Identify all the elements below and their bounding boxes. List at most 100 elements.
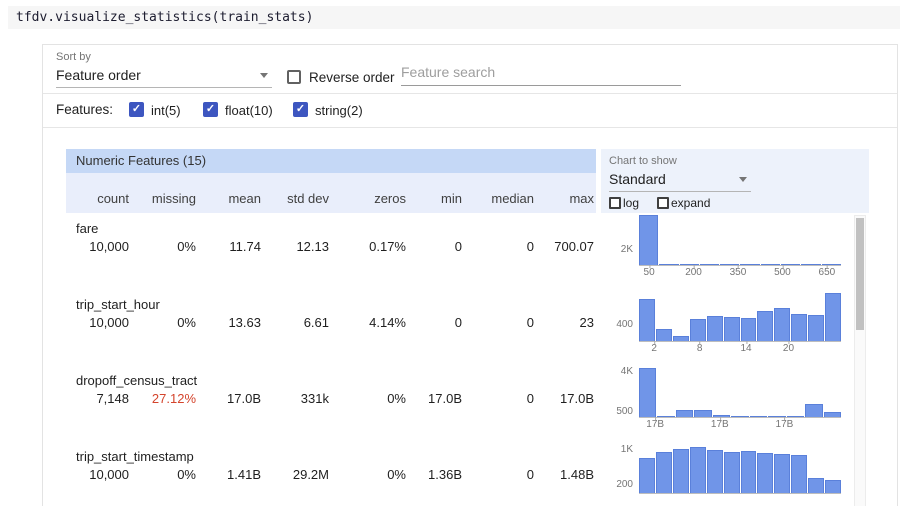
x-tick-label: 200 — [685, 265, 702, 278]
histogram-plot — [639, 443, 842, 494]
table-row: fare 10,000 0% 11.74 12.13 0.17% 0 0 700… — [66, 213, 596, 289]
feature-name: dropoff_census_tract — [76, 373, 198, 388]
reverse-order-checkbox[interactable] — [287, 70, 301, 84]
histogram-bar — [757, 452, 774, 493]
histogram-bar — [723, 317, 740, 341]
cell-min: 0 — [454, 239, 462, 254]
statistics-widget: Sort by Feature order Reverse order Feat… — [42, 44, 898, 506]
cell-max: 23 — [579, 315, 594, 330]
x-tick-label: 2 — [651, 341, 657, 354]
cell-zeros: 0% — [387, 467, 406, 482]
cell-count: 10,000 — [89, 467, 129, 482]
cell-stddev: 6.61 — [303, 315, 329, 330]
float-checkbox[interactable] — [203, 102, 218, 117]
cell-zeros: 0.17% — [369, 239, 406, 254]
histogram-bar — [791, 313, 808, 341]
x-tick-label: 17B — [710, 417, 729, 430]
x-tick-label: 17B — [775, 417, 794, 430]
table-title: Numeric Features (15) — [66, 149, 596, 173]
histogram-bar — [786, 415, 805, 417]
cell-missing: 27.12% — [151, 391, 196, 406]
x-axis: 17B 17B 17B — [639, 417, 841, 431]
sort-by-value: Feature order — [56, 67, 141, 83]
x-tick-label: 17B — [646, 417, 665, 430]
sort-by-select[interactable]: Feature order — [56, 63, 272, 88]
cell-max: 700.07 — [554, 239, 594, 254]
histogram-bar — [825, 293, 842, 341]
sort-by-label: Sort by — [56, 51, 91, 63]
histogram-bar — [706, 450, 723, 493]
column-header: median — [491, 191, 534, 206]
cell-mean: 13.63 — [228, 315, 261, 330]
cell-median: 0 — [526, 467, 534, 482]
reverse-order-label: Reverse order — [309, 70, 395, 85]
chart-type-select[interactable]: Standard — [609, 167, 751, 192]
column-header: zeros — [374, 191, 406, 206]
expand-checkbox[interactable] — [657, 197, 669, 209]
column-header: count — [97, 191, 129, 206]
vertical-scrollbar[interactable] — [854, 215, 866, 506]
log-label: log — [623, 196, 640, 210]
string-checkbox[interactable] — [293, 102, 308, 117]
charts-area: 2K 50 200 350 500 650 400 2 8 14 20 4K 500 17B 17B 17B 1… — [605, 45, 851, 506]
cell-zeros: 0% — [387, 391, 406, 406]
features-label: Features: — [56, 102, 114, 117]
log-checkbox[interactable] — [609, 197, 621, 209]
histogram-bar — [639, 215, 659, 265]
feature-filters-row: Features: int(5) float(10) string(2) — [43, 93, 897, 128]
histogram-bar — [823, 412, 841, 417]
histogram-bar — [740, 264, 760, 265]
column-header: min — [441, 191, 462, 206]
cell-count: 7,148 — [96, 391, 129, 406]
table-row: dropoff_census_tract 7,148 27.12% 17.0B … — [66, 365, 596, 441]
y-tick-label: 500 — [616, 405, 633, 417]
x-axis: 50 200 350 500 650 — [639, 265, 841, 279]
cell-count: 10,000 — [89, 315, 129, 330]
y-tick-label: 4K — [620, 366, 633, 377]
feature-stats: 7,148 27.12% 17.0B 331k 0% 17.0B 0 17.0B — [66, 391, 596, 406]
histogram-bar — [659, 264, 679, 265]
x-axis: 2 8 14 20 — [639, 341, 841, 355]
histogram-plot — [639, 291, 842, 342]
histogram-bar — [774, 453, 791, 493]
x-axis — [639, 494, 841, 506]
histogram-bar — [655, 451, 672, 493]
column-header: std dev — [287, 191, 329, 206]
histogram-bar — [781, 264, 801, 265]
scrollbar-thumb[interactable] — [856, 218, 864, 330]
feature-stats: 10,000 0% 11.74 12.13 0.17% 0 0 700.07 — [66, 239, 596, 254]
histogram-trip_start_hour: 400 2 8 14 20 — [605, 289, 851, 365]
chart-controls: Chart to show Standard log expand — [601, 149, 869, 213]
histogram-bar — [760, 264, 781, 265]
feature-search-input[interactable] — [401, 59, 681, 86]
code-cell: tfdv.visualize_statistics(train_stats) — [8, 6, 900, 29]
histogram-bar — [808, 478, 825, 493]
cell-stddev: 29.2M — [292, 467, 329, 482]
feature-name: fare — [76, 221, 99, 236]
table-row: trip_start_timestamp 10,000 0% 1.41B 29.… — [66, 441, 596, 506]
histogram-fare: 2K 50 200 350 500 650 — [605, 213, 851, 289]
code-text: tfdv.visualize_statistics(train_stats) — [16, 10, 314, 25]
cell-min: 17.0B — [428, 391, 462, 406]
cell-median: 0 — [526, 239, 534, 254]
histogram-bar — [689, 318, 706, 341]
histogram-plot — [639, 367, 841, 418]
cell-zeros: 4.14% — [369, 315, 406, 330]
histogram-bar — [706, 316, 723, 341]
histogram-bar — [821, 264, 841, 265]
cell-mean: 1.41B — [227, 467, 261, 482]
histogram-bar — [805, 403, 823, 417]
histogram-bar — [655, 329, 672, 341]
histogram-bar — [757, 310, 774, 341]
histogram-bar — [639, 458, 655, 493]
histogram-bar — [694, 409, 712, 417]
feature-name: trip_start_timestamp — [76, 449, 194, 464]
y-tick-label: 1K — [620, 443, 633, 455]
int-checkbox[interactable] — [129, 102, 144, 117]
y-axis: 400 — [605, 291, 637, 341]
chart-type-value: Standard — [609, 171, 666, 187]
y-axis: 2K — [605, 215, 637, 265]
histogram-bar — [825, 479, 842, 493]
histogram-bar — [731, 416, 749, 417]
float-label: float(10) — [225, 103, 273, 118]
